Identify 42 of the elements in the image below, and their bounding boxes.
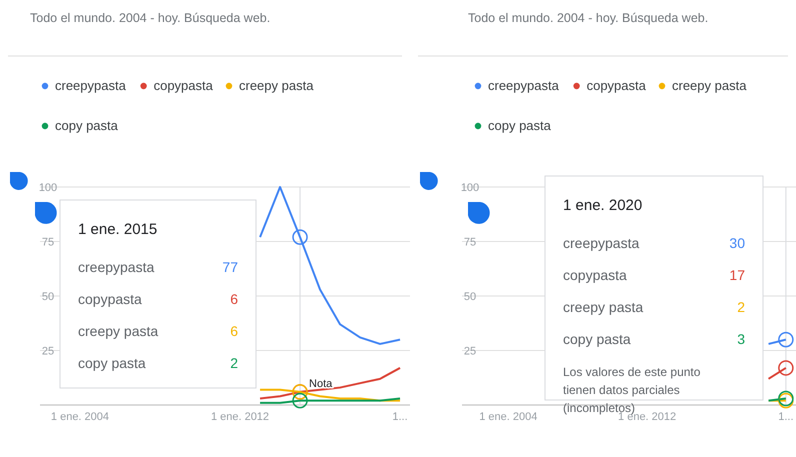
text: copy pasta [78, 355, 146, 371]
annotation: 2 [737, 299, 746, 315]
y-tick-label: 25 [464, 346, 476, 358]
chart-title: Todo el mundo. 2004 - hoy. Búsqueda web. [30, 11, 270, 25]
y-tick-label: 25 [42, 346, 54, 358]
legend-label: copy pasta [55, 118, 119, 133]
x-tick-label: 1... [392, 411, 408, 423]
legend-label: copypasta [154, 78, 214, 93]
annotation: 6 [230, 291, 238, 307]
text: copy pasta [563, 331, 631, 347]
legend-label: copy pasta [488, 118, 552, 133]
y-tick-label: 100 [460, 182, 480, 194]
annotation: 2 [230, 355, 238, 371]
x-tick-label: 1 ene. 2012 [210, 411, 270, 423]
text: creepypasta [78, 259, 154, 275]
annotation: 3 [737, 331, 746, 347]
y-tick-label: 50 [464, 291, 476, 303]
annotation: Nota [309, 378, 334, 390]
annotation: 17 [729, 267, 746, 283]
y-tick-label: 100 [38, 182, 58, 194]
x-tick-label: 1 ene. 2004 [479, 411, 538, 423]
annotation: 30 [729, 235, 746, 251]
annotation: 6 [230, 323, 238, 339]
legend-label: creepy pasta [239, 78, 314, 93]
text: copypasta [563, 267, 627, 283]
legend-label: copypasta [586, 78, 647, 93]
text: creepypasta [563, 235, 640, 251]
legend-label: creepypasta [488, 78, 560, 93]
text: creepy pasta [563, 299, 644, 315]
y-tick-label: 75 [42, 236, 54, 248]
x-tick-label: 1 ene. 2004 [50, 411, 110, 423]
text: copypasta [78, 291, 142, 307]
text: creepy pasta [78, 323, 158, 339]
chart-title: Todo el mundo. 2004 - hoy. Búsqueda web. [468, 11, 708, 25]
annotation: 77 [222, 259, 238, 275]
y-tick-label: 50 [42, 291, 54, 303]
annotation: 1 ene. 2015 [78, 221, 158, 238]
annotation: 1 ene. 2020 [563, 197, 642, 214]
legend-label: creepypasta [55, 78, 127, 93]
y-tick-label: 75 [464, 236, 476, 248]
legend-label: creepy pasta [672, 78, 748, 93]
x-tick-label: 1... [778, 411, 794, 423]
